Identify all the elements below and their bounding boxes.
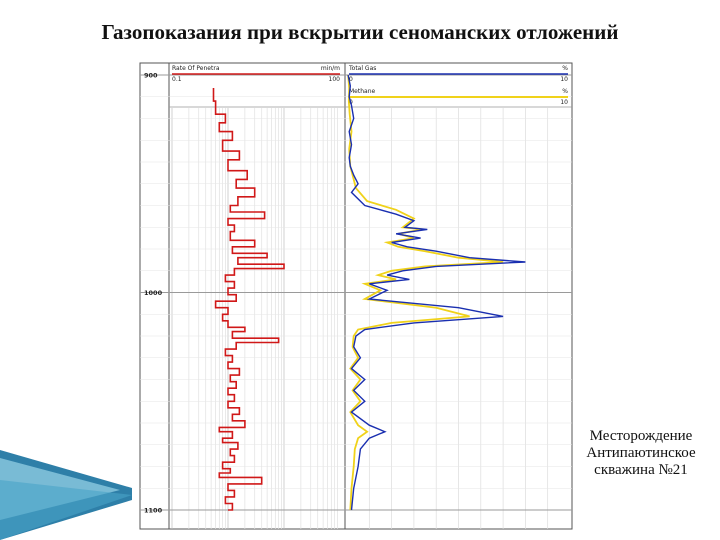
depth-label: 1000 (144, 289, 163, 297)
corner-decoration (0, 450, 132, 540)
caption-field-name: Антипаютинское (586, 445, 696, 461)
chart-frame (139, 62, 573, 530)
methane-curve (347, 74, 504, 511)
rop-scale-max: 100 (329, 76, 341, 83)
depth-label: 900 (144, 72, 158, 80)
deco-shape-edge (0, 480, 132, 540)
methane-scale-max: 10 (560, 99, 568, 106)
caption-well: скважина №21 (594, 462, 688, 478)
grid-lines (140, 74, 572, 529)
methane-header-name: Methane (349, 88, 376, 95)
caption-field: Месторождение (589, 428, 693, 444)
rop-scale-min: 0.1 (172, 76, 182, 83)
rop-header-unit: min/m (321, 65, 340, 72)
slide-title: Газопоказания при вскрытии сеноманских о… (101, 20, 619, 44)
total-gas-scale-min: 0 (349, 76, 353, 83)
rop-header-name: Rate Of Penetra (172, 65, 220, 72)
total-gas-scale-max: 10 (560, 76, 568, 83)
depth-labels: 900 1000 1100 (144, 72, 163, 515)
well-caption: Месторождение Антипаютинское скважина №2… (566, 428, 716, 479)
total-gas-header-name: Total Gas (348, 65, 376, 72)
methane-header-unit: % (562, 88, 568, 95)
depth-label: 1100 (144, 507, 163, 515)
rop-curve (212, 88, 285, 511)
total-gas-curve (347, 74, 526, 511)
total-gas-header-unit: % (562, 65, 568, 72)
